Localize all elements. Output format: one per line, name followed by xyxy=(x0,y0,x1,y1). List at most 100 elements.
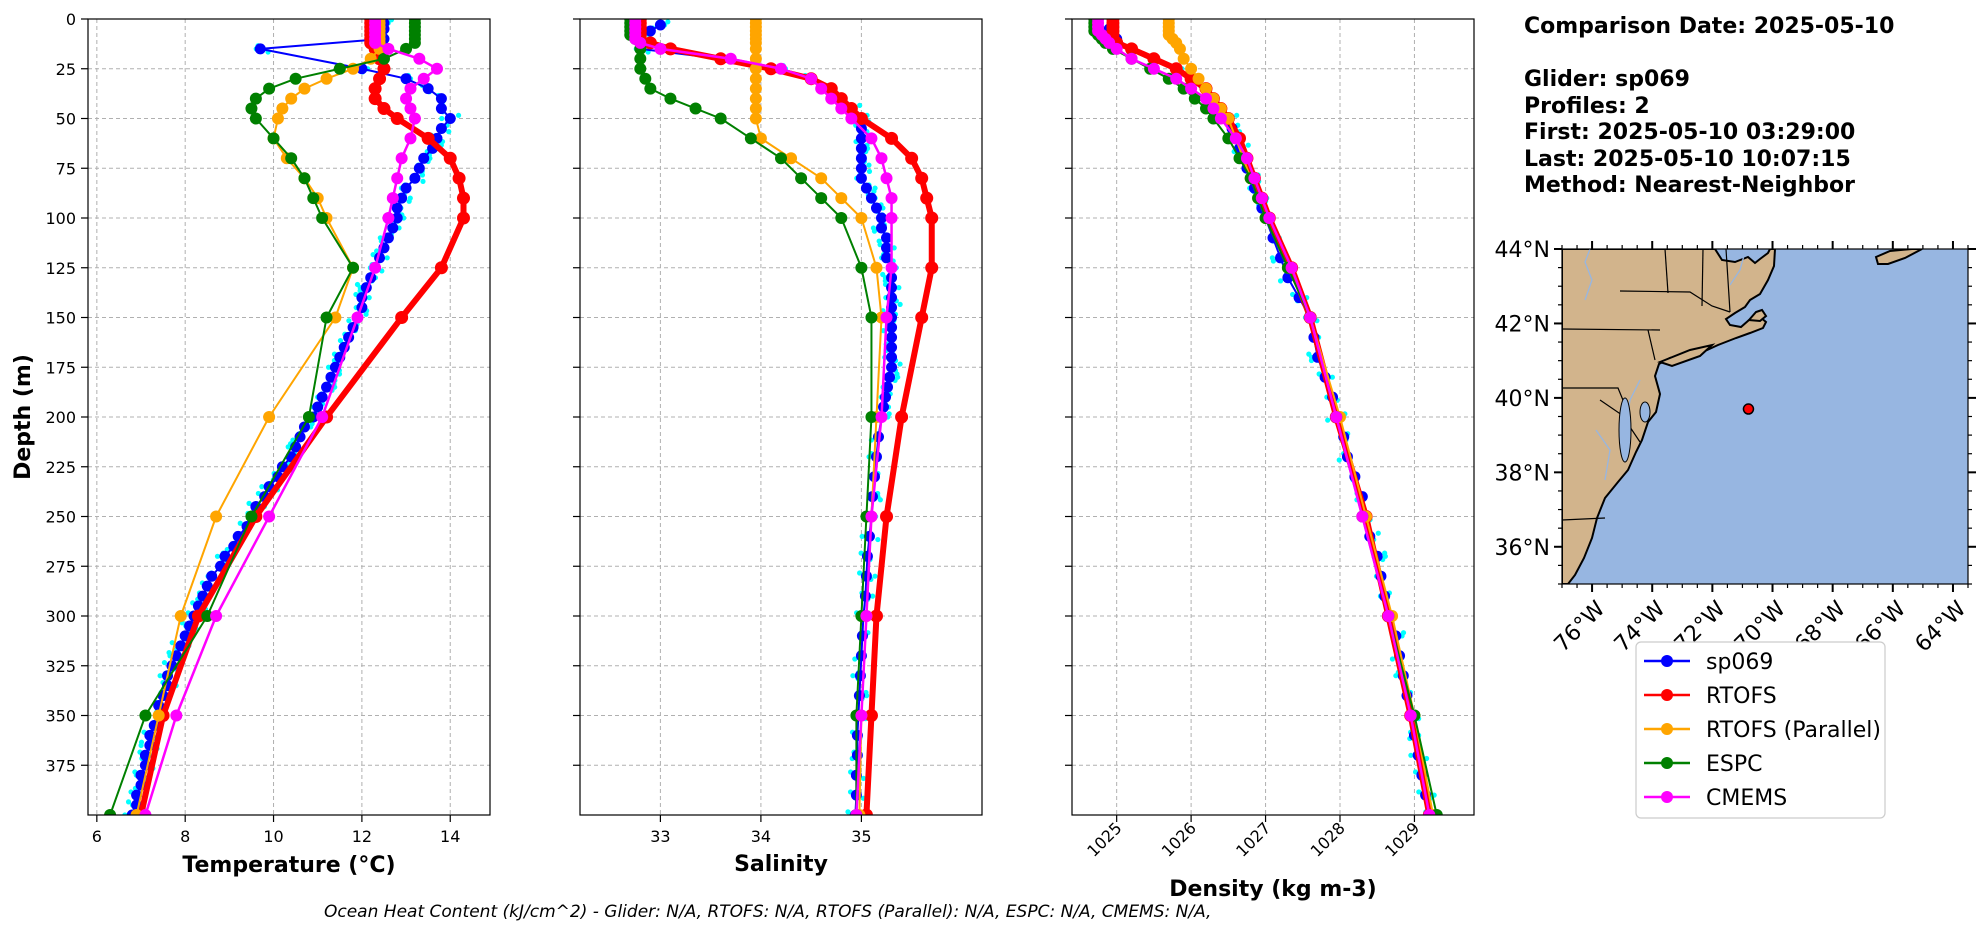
glider-raw-point xyxy=(665,19,671,25)
point-rtofs xyxy=(905,151,919,165)
point-espc xyxy=(714,112,727,125)
y-tick-label: 225 xyxy=(45,458,76,477)
point-rtofs xyxy=(714,52,728,66)
x-tick-label: 35 xyxy=(851,827,871,846)
point-sp069 xyxy=(131,789,143,801)
y-tick-label: 75 xyxy=(56,159,76,178)
x-tick-label: 8 xyxy=(180,827,190,846)
point-sp069 xyxy=(865,192,877,204)
point-cmems xyxy=(170,709,183,722)
glider-raw-point xyxy=(259,484,265,490)
point-sp069 xyxy=(855,172,867,184)
point-rtofs xyxy=(915,311,929,324)
point-rtofs xyxy=(377,102,391,116)
point-espc xyxy=(285,152,298,165)
point-cmems xyxy=(404,102,417,115)
point-cmems xyxy=(1200,92,1212,105)
point-espc xyxy=(104,809,117,815)
point-cmems xyxy=(1255,192,1268,205)
point-cmems xyxy=(1423,809,1436,815)
point-cmems xyxy=(1304,311,1317,324)
point-sp069 xyxy=(435,122,447,134)
point-espc xyxy=(377,52,390,65)
lat-tick-label: 36°N xyxy=(1495,536,1550,561)
point-sp069 xyxy=(855,162,867,174)
y-tick-label: 0 xyxy=(66,10,76,29)
point-rtofs-parallel xyxy=(855,212,868,224)
glider-raw-point xyxy=(325,364,332,370)
point-rtofs-parallel xyxy=(815,172,828,185)
point-espc xyxy=(320,311,333,324)
point-rtofs-parallel xyxy=(754,132,767,145)
point-espc xyxy=(400,42,413,55)
y-tick-label: 300 xyxy=(45,607,76,626)
point-rtofs-parallel xyxy=(870,261,883,274)
point-cmems xyxy=(263,510,276,523)
glider-raw-point xyxy=(122,812,128,815)
point-cmems xyxy=(1240,152,1253,165)
point-sp069 xyxy=(644,25,656,37)
legend-label-espc: ESPC xyxy=(1706,752,1763,777)
point-rtofs xyxy=(880,510,894,523)
y-tick-label: 25 xyxy=(56,60,76,79)
glider-raw-point xyxy=(857,102,863,108)
y-tick-label: 350 xyxy=(45,707,76,726)
x-tick-label: 12 xyxy=(352,827,372,846)
glider-raw-point xyxy=(877,497,883,503)
point-sp069 xyxy=(325,371,337,383)
point-espc xyxy=(775,152,787,165)
point-sp069 xyxy=(391,212,403,224)
glider-raw-point xyxy=(1336,457,1342,463)
point-sp069 xyxy=(135,769,147,781)
point-rtofs-parallel xyxy=(1173,42,1186,55)
point-rtofs-parallel xyxy=(1200,82,1212,95)
point-sp069 xyxy=(886,321,898,333)
glider-raw-point xyxy=(896,285,902,291)
point-cmems xyxy=(395,152,408,165)
point-cmems xyxy=(855,709,868,722)
point-cmems xyxy=(775,62,787,75)
point-rtofs xyxy=(377,62,391,76)
point-sp069 xyxy=(878,401,890,413)
point-rtofs xyxy=(456,211,470,225)
y-tick-label: 175 xyxy=(45,358,76,377)
point-cmems xyxy=(885,212,898,224)
point-sp069 xyxy=(855,132,867,144)
point-sp069 xyxy=(294,431,306,443)
point-rtofs-parallel xyxy=(749,42,762,55)
point-cmems xyxy=(1382,610,1395,622)
point-cmems xyxy=(210,610,223,622)
delaware-bay xyxy=(1639,401,1651,423)
glider-raw-point xyxy=(384,255,390,261)
point-espc xyxy=(744,132,757,145)
point-sp069 xyxy=(876,222,887,234)
comparison-info: Comparison Date: 2025-05-10 Glider: sp06… xyxy=(1524,14,1894,200)
point-cmems xyxy=(139,809,152,815)
point-espc xyxy=(201,610,214,622)
point-cmems xyxy=(1110,42,1123,55)
glider-raw-point xyxy=(169,640,175,646)
point-cmems xyxy=(382,42,395,55)
glider-raw-point xyxy=(363,311,369,317)
ocean-heat-content-footer: Ocean Heat Content (kJ/cm^2) - Glider: N… xyxy=(324,902,1212,922)
point-rtofs-parallel xyxy=(749,112,762,125)
glider-raw-point xyxy=(1245,142,1251,148)
lat-tick-label: 38°N xyxy=(1495,461,1550,486)
point-espc xyxy=(347,261,360,274)
point-rtofs xyxy=(885,131,899,145)
glider-raw-point xyxy=(1429,816,1434,821)
point-sp069 xyxy=(170,650,182,662)
point-sp069 xyxy=(881,232,893,244)
state-borders xyxy=(1562,249,1731,521)
point-rtofs xyxy=(1125,42,1139,56)
point-cmems xyxy=(865,132,878,145)
glider-raw-point xyxy=(455,112,462,118)
point-rtofs-parallel xyxy=(1177,52,1190,65)
x-tick-label: 6 xyxy=(92,827,102,846)
glider-name: Glider: sp069 xyxy=(1524,67,1690,92)
point-rtofs-parallel xyxy=(785,152,798,165)
glider-raw-point xyxy=(446,129,452,135)
point-cmems xyxy=(404,82,417,95)
y-tick-label: 125 xyxy=(45,259,76,278)
point-sp069 xyxy=(413,162,425,174)
